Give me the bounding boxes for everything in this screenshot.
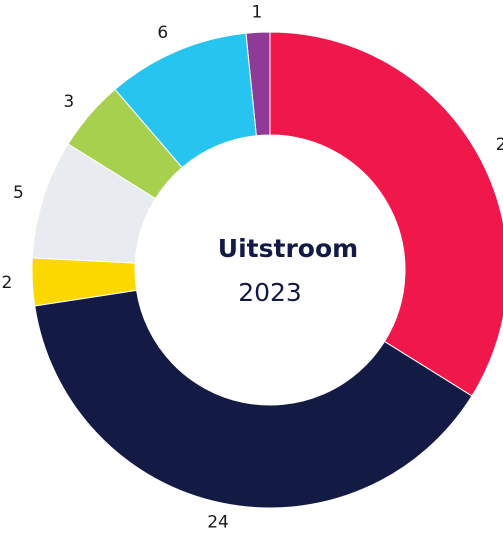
donut-slice [31,143,157,264]
value-label: 3 [63,92,74,112]
donut-slice [269,31,503,397]
value-label: 6 [157,23,168,43]
donut-slice [114,32,257,169]
chart-subtitle: 2023 [238,278,302,307]
value-label: 21 [496,135,503,155]
value-label: 5 [13,183,24,203]
value-label: 2 [2,273,13,293]
donut-slice [67,88,183,200]
chart-title: Uitstroom [218,234,358,263]
donut-slice [34,289,473,509]
value-label: 24 [207,513,229,533]
value-label: 1 [252,2,263,22]
